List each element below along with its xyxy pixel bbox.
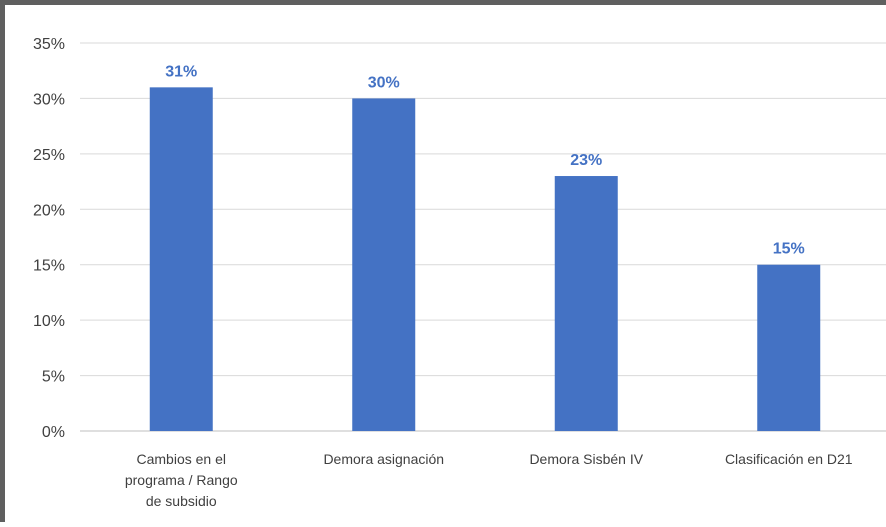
category-label-line: Demora Sisbén IV — [529, 451, 643, 467]
y-tick-label: 30% — [33, 91, 65, 108]
y-axis-tick-labels: 0% 5% 10% 15% 20% 25% 30% 35% — [33, 36, 65, 441]
y-tick-label: 5% — [42, 369, 65, 386]
category-label: Clasificación en D21 — [725, 451, 853, 467]
data-label: 15% — [773, 241, 805, 258]
data-label: 30% — [368, 74, 400, 91]
bars — [149, 87, 821, 431]
category-label: Cambios en el programa / Rango de subsidio — [125, 451, 238, 509]
category-label-line: Clasificación en D21 — [725, 451, 853, 467]
data-labels: 31% 30% 23% 15% — [165, 63, 805, 257]
y-tick-label: 0% — [42, 424, 65, 441]
data-label: 23% — [570, 152, 602, 169]
x-axis-category-labels: Cambios en el programa / Rango de subsidio… — [125, 451, 853, 509]
category-label: Demora Sisbén IV — [529, 451, 643, 467]
y-tick-label: 15% — [33, 258, 65, 275]
category-label-line: programa / Rango — [125, 472, 238, 488]
bar-chart: 0% 5% 10% 15% 20% 25% 30% 35% 31% 30% 23% 15% Camb… — [33, 36, 886, 509]
y-tick-label: 10% — [33, 313, 65, 330]
category-label-line: Demora asignación — [323, 451, 444, 467]
y-tick-label: 20% — [33, 202, 65, 219]
bar — [352, 98, 416, 431]
gridlines — [80, 42, 886, 432]
y-tick-label: 35% — [33, 36, 65, 53]
y-tick-label: 25% — [33, 147, 65, 164]
category-label-line: de subsidio — [146, 493, 217, 509]
category-label-line: Cambios en el — [137, 451, 227, 467]
data-label: 31% — [165, 63, 197, 80]
bar — [149, 87, 213, 431]
category-label: Demora asignación — [323, 451, 444, 467]
bar — [757, 264, 821, 431]
bar — [554, 176, 618, 431]
